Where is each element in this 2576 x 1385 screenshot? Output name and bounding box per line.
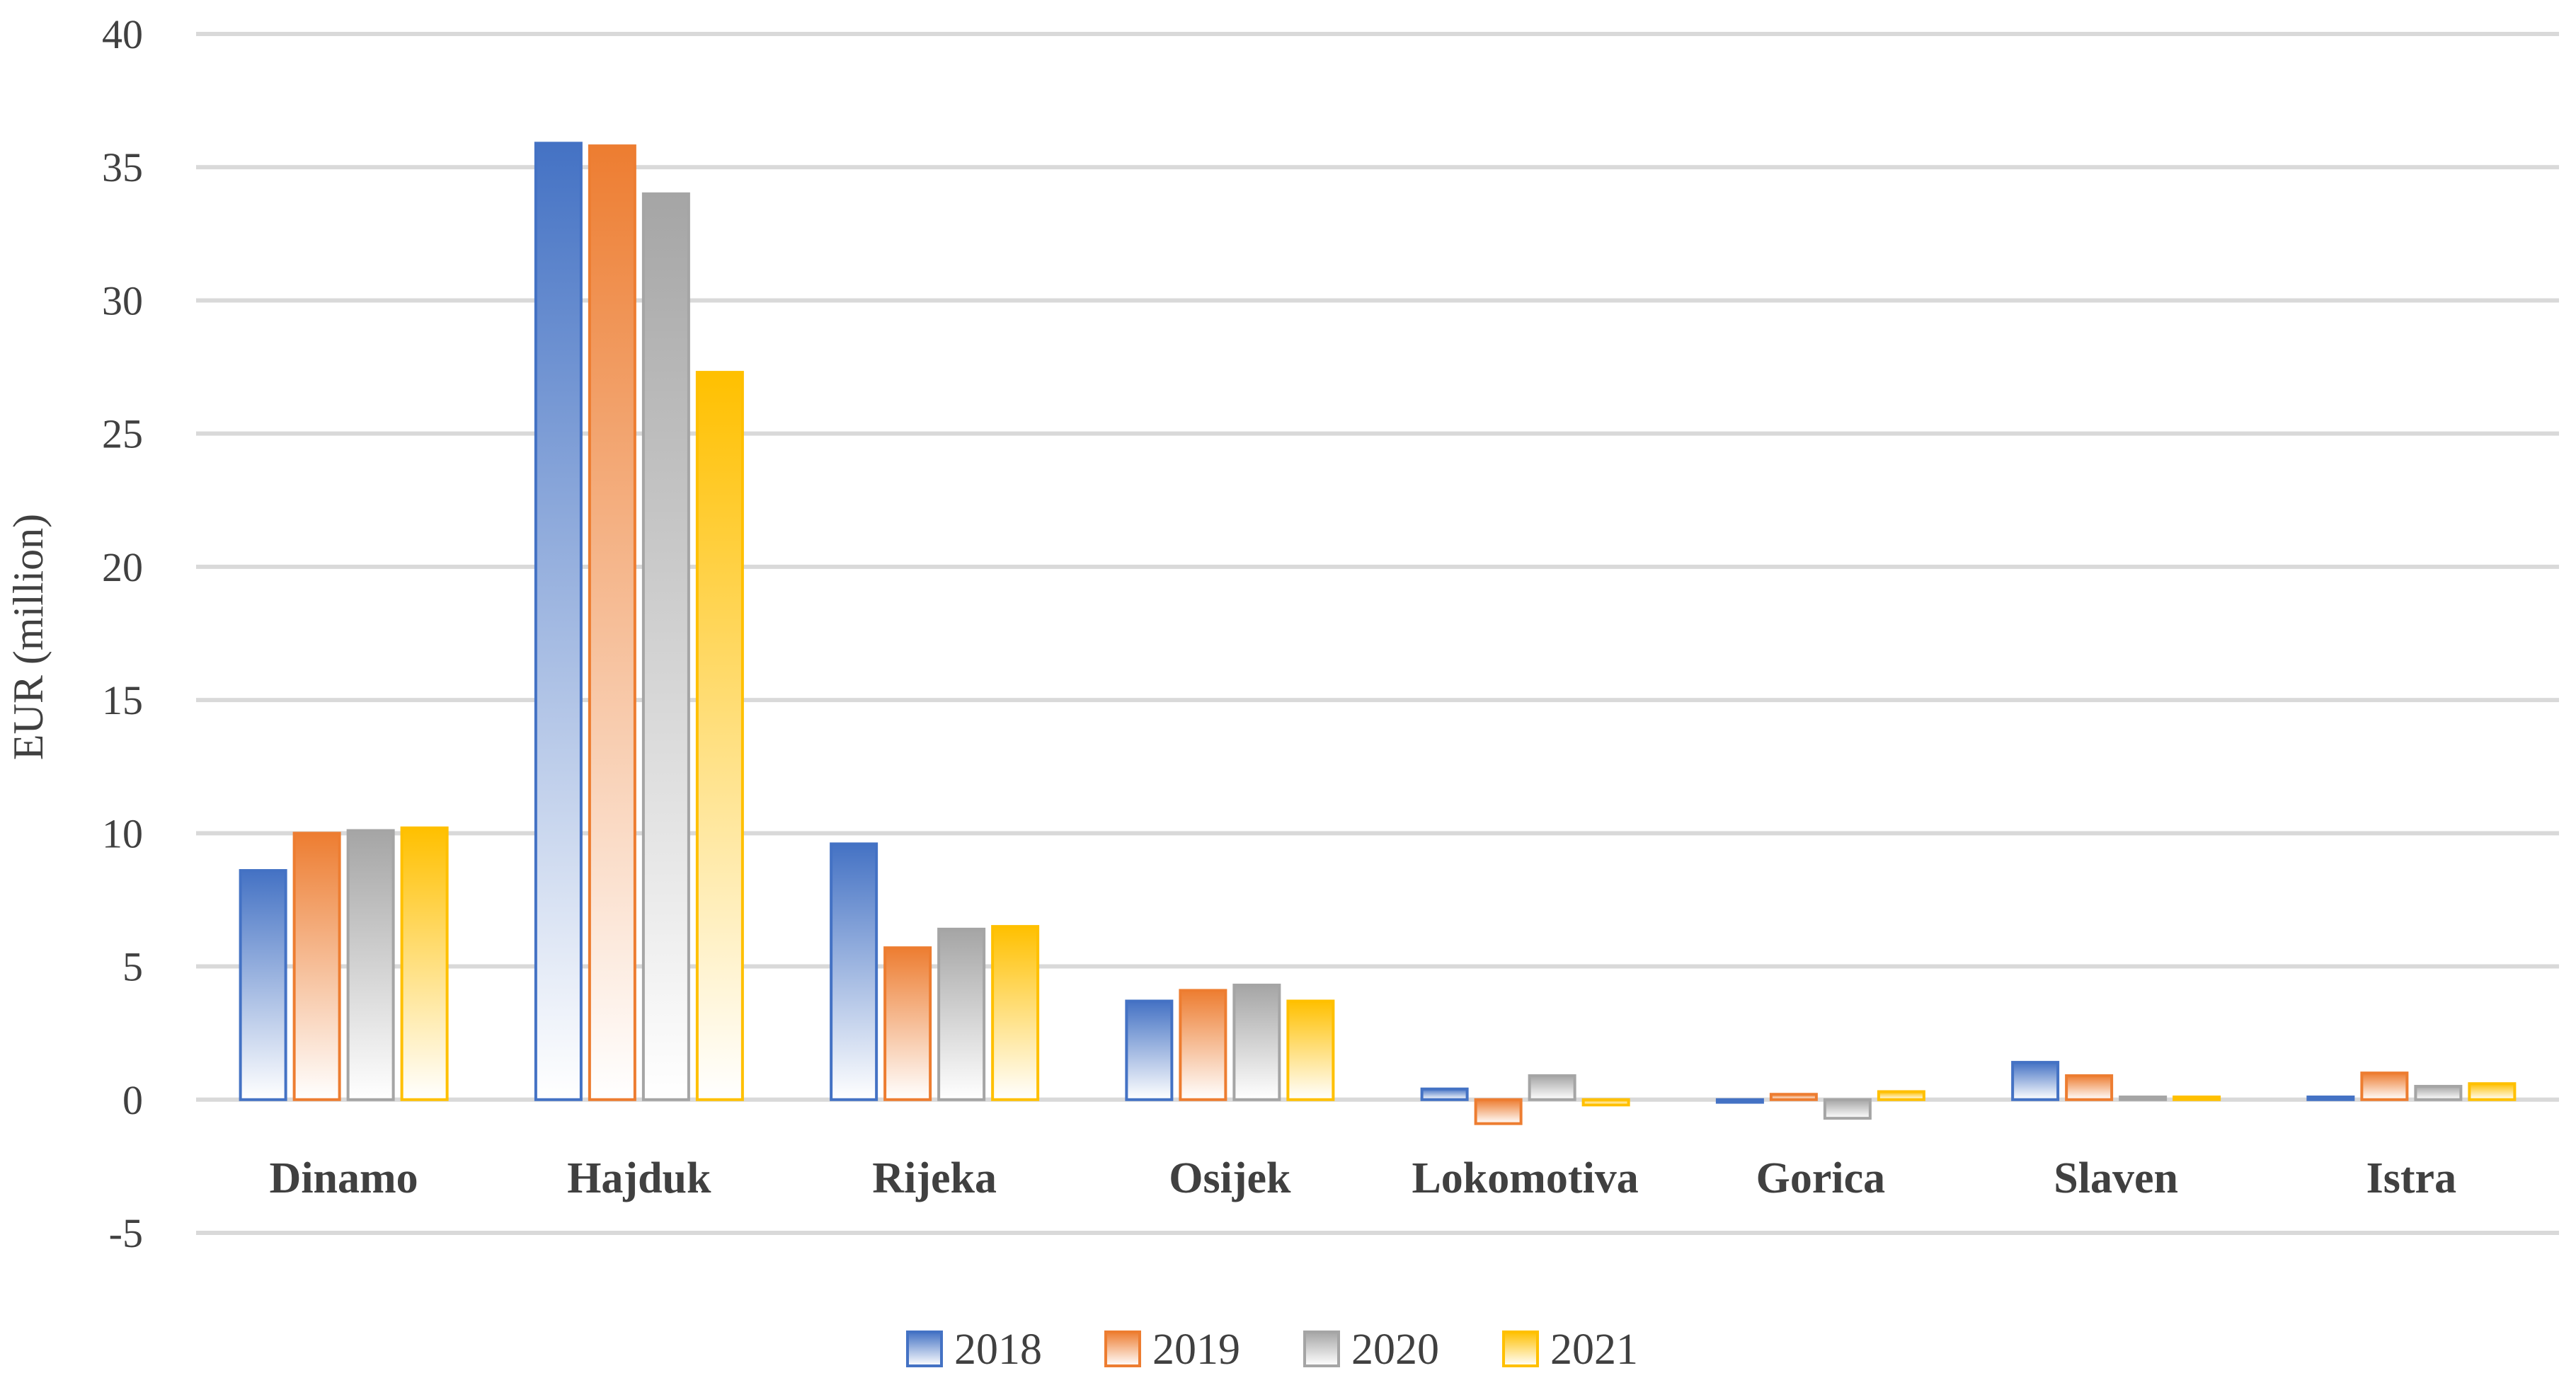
category-label-istra: Istra bbox=[2366, 1154, 2456, 1202]
bar-rijeka-2021 bbox=[991, 925, 1040, 1101]
legend-swatch-2019 bbox=[1104, 1331, 1141, 1367]
y-axis-title: EUR (million) bbox=[5, 514, 52, 760]
x-axis-category-labels: Dinamo Hajduk Rijeka Osijek Lokomotiva Gorica… bbox=[270, 1154, 2457, 1202]
bar-hajduk-2019 bbox=[588, 144, 636, 1101]
legend-label-2020: 2020 bbox=[1351, 1326, 1439, 1374]
category-label-lokomotiva: Lokomotiva bbox=[1412, 1154, 1638, 1202]
legend-label-2021: 2021 bbox=[1550, 1326, 1638, 1374]
bar-osijek-2021 bbox=[1286, 999, 1335, 1101]
y-tick-label: -5 bbox=[109, 1210, 143, 1256]
bar-gorica-2019 bbox=[1769, 1093, 1818, 1101]
y-tick-label: 30 bbox=[102, 277, 143, 323]
y-axis-tick-labels: -5 0 5 10 15 20 25 30 35 40 bbox=[102, 11, 143, 1256]
legend-label-2018: 2018 bbox=[954, 1326, 1042, 1374]
y-tick-label: 0 bbox=[122, 1077, 143, 1123]
bar-gorica-2020 bbox=[1823, 1098, 1872, 1120]
legend: 2018 2019 2020 2021 bbox=[906, 1326, 1638, 1374]
category-label-slaven: Slaven bbox=[2054, 1154, 2178, 1202]
y-tick-label: 25 bbox=[102, 411, 143, 457]
y-tick-label: 15 bbox=[102, 677, 143, 723]
bar-rijeka-2018 bbox=[830, 842, 878, 1101]
bar-osijek-2019 bbox=[1179, 989, 1227, 1101]
bar-dinamo-2018 bbox=[239, 869, 287, 1101]
bars bbox=[239, 142, 2517, 1125]
bar-rijeka-2019 bbox=[883, 946, 932, 1101]
bar-lokomotiva-2019 bbox=[1474, 1098, 1523, 1125]
bar-osijek-2018 bbox=[1125, 999, 1174, 1101]
bar-hajduk-2020 bbox=[641, 192, 690, 1101]
y-tick-label: 5 bbox=[122, 944, 143, 990]
bar-istra-2021 bbox=[2468, 1082, 2517, 1101]
bar-istra-2020 bbox=[2414, 1084, 2463, 1101]
y-tick-label: 20 bbox=[102, 544, 143, 590]
legend-swatch-2020 bbox=[1303, 1331, 1340, 1367]
bar-osijek-2020 bbox=[1232, 983, 1281, 1101]
legend-swatch-2021 bbox=[1502, 1331, 1539, 1367]
legend-swatch-2018 bbox=[906, 1331, 943, 1367]
y-tick-label: 35 bbox=[102, 144, 143, 190]
bar-lokomotiva-2018 bbox=[1420, 1087, 1469, 1101]
bar-gorica-2021 bbox=[1877, 1090, 1925, 1101]
bar-gorica-2018 bbox=[1715, 1098, 1764, 1104]
bar-rijeka-2020 bbox=[937, 927, 986, 1101]
category-label-dinamo: Dinamo bbox=[270, 1154, 418, 1202]
bar-dinamo-2021 bbox=[400, 826, 449, 1101]
bar-slaven-2021 bbox=[2173, 1096, 2221, 1101]
bar-slaven-2018 bbox=[2011, 1061, 2060, 1101]
bar-slaven-2019 bbox=[2065, 1074, 2114, 1101]
y-tick-label: 40 bbox=[102, 11, 143, 57]
legend-label-2019: 2019 bbox=[1152, 1326, 1240, 1374]
bar-dinamo-2020 bbox=[346, 829, 395, 1101]
bar-hajduk-2018 bbox=[534, 142, 583, 1101]
bar-slaven-2020 bbox=[2119, 1096, 2168, 1101]
category-label-rijeka: Rijeka bbox=[872, 1154, 997, 1202]
bar-dinamo-2019 bbox=[292, 832, 341, 1101]
bar-istra-2019 bbox=[2360, 1071, 2409, 1101]
bar-hajduk-2021 bbox=[695, 371, 744, 1101]
y-tick-label: 10 bbox=[102, 810, 143, 856]
category-label-gorica: Gorica bbox=[1756, 1154, 1886, 1202]
bar-istra-2018 bbox=[2306, 1096, 2355, 1101]
bar-lokomotiva-2021 bbox=[1581, 1098, 1630, 1107]
category-label-hajduk: Hajduk bbox=[567, 1154, 711, 1202]
category-label-osijek: Osijek bbox=[1169, 1154, 1291, 1202]
bar-lokomotiva-2020 bbox=[1528, 1074, 1576, 1101]
